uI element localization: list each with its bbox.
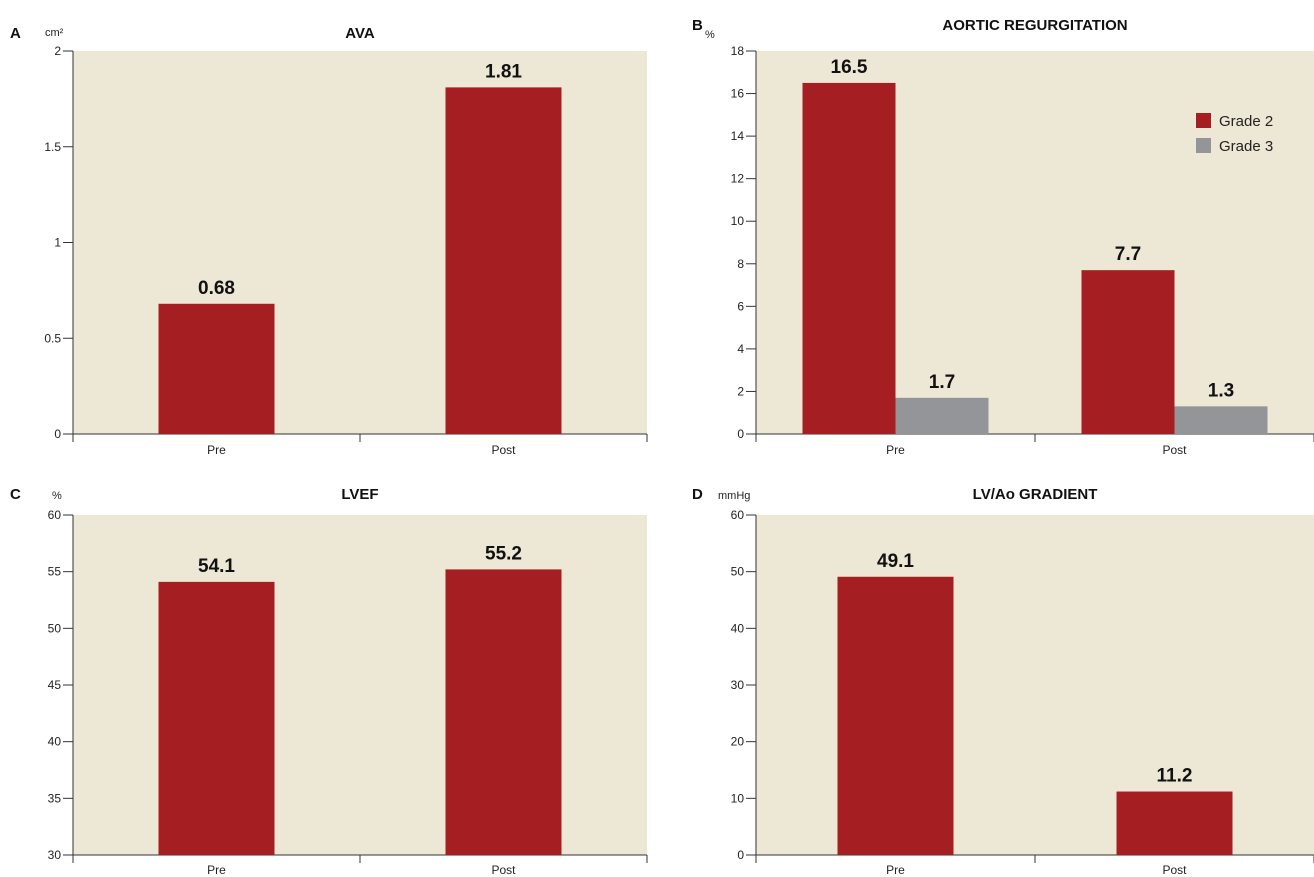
y-tick-label: 2 <box>737 384 744 398</box>
data-label: 0.68 <box>198 278 235 299</box>
x-tick-label: Post <box>491 863 516 877</box>
bar-value-pre <box>158 303 275 434</box>
bar-grade-2-pre <box>802 82 896 435</box>
y-tick-label: 1 <box>54 236 61 250</box>
bar-grade-2-post <box>1081 270 1175 434</box>
y-tick-label: 30 <box>731 678 745 692</box>
data-label: 1.3 <box>1208 380 1234 401</box>
y-tick-label: 30 <box>48 848 62 862</box>
y-tick-label: 60 <box>48 508 62 522</box>
y-tick-label: 50 <box>731 565 745 579</box>
panel-letter: A <box>10 25 21 42</box>
data-label: 55.2 <box>485 543 522 564</box>
bar-value-post <box>445 569 562 855</box>
y-tick-label: 20 <box>731 735 745 749</box>
panel-letter: B <box>692 17 703 34</box>
legend-swatch <box>1196 138 1211 153</box>
y-tick-label: 45 <box>48 678 62 692</box>
y-tick-label: 35 <box>48 791 62 805</box>
y-unit-label: cm² <box>45 27 64 39</box>
y-unit-label: % <box>52 490 62 502</box>
y-tick-label: 10 <box>731 214 745 228</box>
y-tick-label: 1.5 <box>44 140 61 154</box>
x-tick-label: Pre <box>207 863 226 877</box>
y-tick-label: 0.5 <box>44 331 61 345</box>
chart-title: AVA <box>345 25 375 42</box>
y-tick-label: 18 <box>731 44 745 58</box>
y-tick-label: 0 <box>737 427 744 441</box>
data-label: 54.1 <box>198 556 235 577</box>
data-label: 16.5 <box>831 57 868 78</box>
y-tick-label: 6 <box>737 299 744 313</box>
bar-value-pre <box>158 581 275 855</box>
data-label: 7.7 <box>1115 244 1141 265</box>
y-tick-label: 10 <box>731 791 745 805</box>
chart-panel-b: B% AORTIC REGURGITATION 0 2 4 6 8 10 12 14 16 18 Pre… <box>692 17 1314 457</box>
y-tick-label: 40 <box>731 621 745 635</box>
y-tick-label: 4 <box>737 342 744 356</box>
y-tick-label: 55 <box>48 565 62 579</box>
y-tick-label: 16 <box>731 87 745 101</box>
x-tick-label: Pre <box>207 443 226 457</box>
x-tick-label: Pre <box>886 863 905 877</box>
y-tick-label: 60 <box>731 508 745 522</box>
bar-grade-3-pre <box>895 397 989 434</box>
bar-value-pre <box>837 576 954 855</box>
bar-value-post <box>1116 791 1233 855</box>
data-label: 1.7 <box>929 372 955 393</box>
bar-grade-3-post <box>1174 406 1268 434</box>
x-tick-label: Post <box>491 443 516 457</box>
y-tick-label: 2 <box>54 44 61 58</box>
chart-title: LVEF <box>341 486 378 503</box>
y-tick-label: 14 <box>731 129 745 143</box>
y-unit-label: % <box>705 29 715 41</box>
y-tick-label: 8 <box>737 257 744 271</box>
bar-value-post <box>445 87 562 434</box>
y-tick-label: 50 <box>48 621 62 635</box>
panel-letter: D <box>692 486 703 503</box>
data-label: 11.2 <box>1157 766 1193 787</box>
x-tick-label: Post <box>1162 443 1187 457</box>
legend-label: Grade 3 <box>1219 138 1273 155</box>
y-tick-label: 0 <box>54 427 61 441</box>
panel-letter: C <box>10 486 21 503</box>
legend-label: Grade 2 <box>1219 113 1273 130</box>
data-label: 1.81 <box>485 61 522 82</box>
chart-title: AORTIC REGURGITATION <box>942 17 1127 34</box>
data-label: 49.1 <box>877 551 914 572</box>
chart-title: LV/Ao GRADIENT <box>973 486 1098 503</box>
y-tick-label: 40 <box>48 735 62 749</box>
y-tick-label: 0 <box>737 848 744 862</box>
legend-swatch <box>1196 113 1211 128</box>
x-tick-label: Post <box>1162 863 1187 877</box>
chart-panel-c: C% LVEF 30 35 40 45 50 55 60 Pre 54.1 Post 55.2 <box>10 486 648 877</box>
y-unit-label: mmHg <box>718 490 750 502</box>
x-tick-label: Pre <box>886 443 905 457</box>
y-tick-label: 12 <box>731 172 745 186</box>
